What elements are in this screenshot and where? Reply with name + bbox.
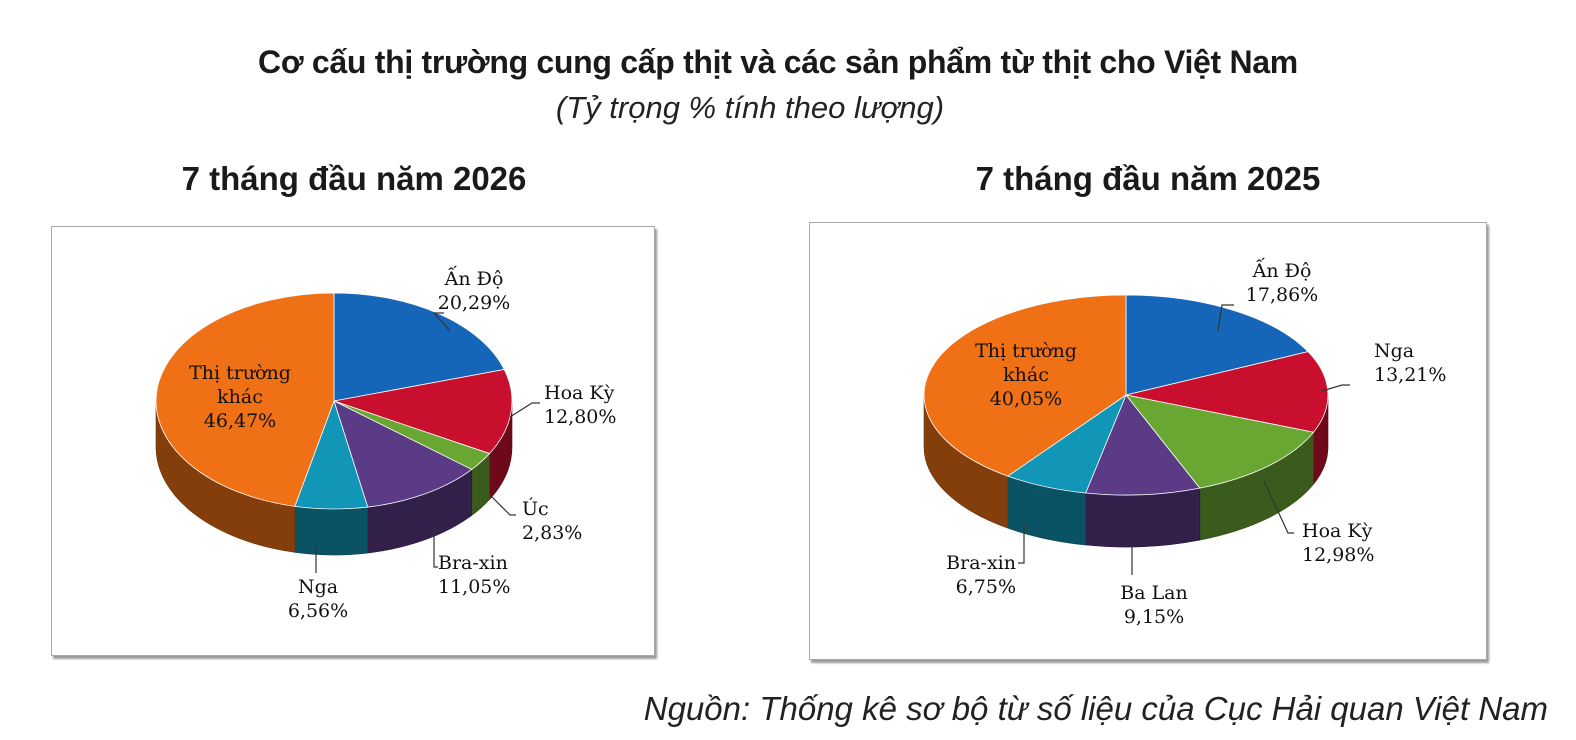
pie-slice-nga: [1125, 351, 1329, 433]
pie-slice-an-do: [333, 292, 505, 402]
data-label-ba-lan: Ba Lan 9,15%: [1120, 582, 1188, 628]
pie-chart-2025-svg: Ấn Độ 17,86% Nga 13,21% Hoa Kỳ 12,98% Ba Lan 9,…: [923, 257, 1446, 628]
pie-title-2026: 7 tháng đầu năm 2026: [181, 160, 527, 197]
data-label-bra-xin: Bra-xin 11,05%: [438, 552, 510, 598]
chart-main-title: Cơ cấu thị trường cung cấp thịt và các s…: [258, 44, 1298, 80]
data-label-an-do: Ấn Độ 17,86%: [1246, 257, 1318, 306]
leader-line-an-do: [432, 312, 451, 332]
pie-slice-an-do: [1125, 294, 1309, 396]
leader-line-uc: [489, 494, 516, 516]
data-label-uc: Úc 2,83%: [522, 497, 582, 544]
pie-side-ba-lan: [1085, 487, 1201, 548]
data-label-thi-truong-khac: Thị trường khác 40,05%: [975, 340, 1077, 410]
data-label-bra-xin: Bra-xin 6,75%: [946, 552, 1016, 598]
pie-title-2025: 7 tháng đầu năm 2025: [975, 160, 1321, 197]
pie-slice-ba-lan: [1085, 394, 1201, 496]
pie-chart-2026: Ấn Độ 20,29% Hoa Kỳ 12,80% Úc 2,83% Bra-xin 11,…: [51, 226, 655, 656]
chart-subtitle: (Tỷ trọng % tính theo lượng): [555, 90, 945, 125]
data-label-nga: Nga 13,21%: [1374, 340, 1446, 386]
pie-chart-2026-svg: Ấn Độ 20,29% Hoa Kỳ 12,80% Úc 2,83% Bra-xin 11,…: [155, 265, 616, 622]
pie-slice-thi-truong-khac: [155, 292, 335, 507]
leader-line-nga: [1321, 384, 1350, 392]
data-label-an-do: Ấn Độ 20,29%: [438, 265, 510, 314]
leader-line-bra-xin: [1018, 523, 1025, 564]
data-label-thi-truong-khac: Thị trường khác 46,47%: [189, 362, 291, 432]
pie-slice-hoa-ky: [332, 369, 513, 455]
leader-line-hoa-ky: [509, 402, 540, 418]
data-label-hoa-ky: Hoa Kỳ 12,80%: [544, 382, 616, 428]
data-label-hoa-ky: Hoa Kỳ 12,98%: [1302, 520, 1374, 566]
leader-line-bra-xin: [433, 527, 438, 568]
pie-slice-thi-truong-khac: [923, 294, 1127, 477]
source-note: Nguồn: Thống kê sơ bộ từ số liệu của Cục…: [643, 690, 1548, 727]
leader-line-an-do: [1217, 304, 1234, 332]
pie-chart-2025: Ấn Độ 17,86% Nga 13,21% Hoa Kỳ 12,98% Ba Lan 9,…: [809, 222, 1487, 660]
pie-slice-bra-xin: [333, 400, 473, 508]
pie-side-nga: [294, 506, 368, 556]
leader-line-hoa-ky: [1263, 480, 1294, 534]
pie-slice-hoa-ky: [1125, 394, 1315, 489]
data-label-nga: Nga 6,56%: [288, 576, 348, 622]
